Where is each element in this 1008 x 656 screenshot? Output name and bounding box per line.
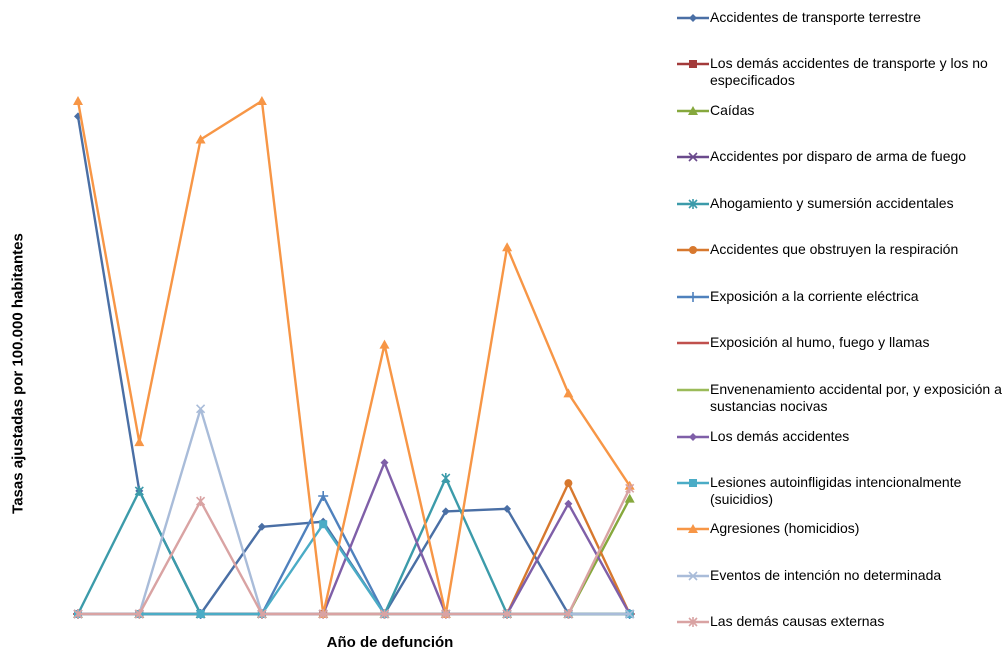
- series-line: [78, 487, 631, 616]
- series-line: [78, 407, 630, 616]
- legend-item: Agresiones (homicidios): [676, 519, 1006, 539]
- data-point: [134, 485, 144, 496]
- legend-swatch: [677, 60, 709, 68]
- legend-label: Accidentes de transporte terrestre: [710, 9, 921, 25]
- legend-swatch: [677, 479, 709, 487]
- legend-swatch: [677, 14, 709, 22]
- legend-label: Exposición a la corriente eléctrica: [710, 288, 919, 304]
- legend-label: Lesiones autoinfligidas intencionalmente…: [710, 474, 962, 507]
- legend-swatch: [677, 571, 709, 581]
- legend-item: Caídas: [676, 101, 1006, 121]
- legend-swatch: [677, 152, 709, 162]
- legend-label: Eventos de intención no determinada: [710, 567, 942, 583]
- data-point: [318, 491, 329, 502]
- data-point: [319, 520, 328, 529]
- data-point: [441, 473, 451, 484]
- y-axis-label: Tasas ajustadas por 100.000 habitantes: [9, 233, 27, 514]
- data-point: [625, 483, 635, 494]
- data-point: [196, 404, 206, 414]
- data-point: [73, 96, 83, 105]
- legend-swatch: [677, 617, 709, 627]
- legend-swatch: [677, 433, 709, 441]
- legend-item: Exposición a la corriente eléctrica: [676, 287, 1006, 307]
- legend-item: Accidentes de transporte terrestre: [676, 8, 1006, 28]
- data-point: [564, 499, 573, 508]
- legend-label: Ahogamiento y sumersión accidentales: [710, 195, 954, 211]
- data-point: [196, 610, 205, 618]
- legend-label: Accidentes que obstruyen la respiración: [710, 241, 959, 257]
- legend-item: Envenenamiento accidental por, y exposic…: [676, 380, 1006, 415]
- data-point: [196, 496, 206, 507]
- legend-item: Exposición al humo, fuego y llamas: [676, 333, 1006, 353]
- data-point: [625, 609, 635, 619]
- legend-swatch: [677, 388, 709, 392]
- data-point: [256, 96, 267, 105]
- data-point: [73, 609, 83, 619]
- data-point: [318, 609, 328, 619]
- legend-label: Accidentes por disparo de arma de fuego: [710, 148, 967, 164]
- legend-swatch: [677, 106, 709, 115]
- legend-label: Caídas: [710, 102, 755, 118]
- legend-item: Las demás causas externas: [676, 612, 1006, 632]
- plot-area: [73, 96, 635, 619]
- data-point: [564, 479, 573, 488]
- data-point: [502, 609, 512, 619]
- legend-swatch: [677, 524, 709, 533]
- data-point: [134, 437, 145, 447]
- legend-label: Los demás accidentes de transporte y los…: [710, 55, 988, 88]
- series-14: [73, 483, 635, 619]
- data-point: [502, 242, 513, 252]
- legend-item: Accidentes por disparo de arma de fuego: [676, 147, 1006, 167]
- data-point: [380, 458, 389, 467]
- data-point: [563, 388, 574, 398]
- data-point: [624, 493, 635, 503]
- data-point: [441, 507, 450, 516]
- data-point: [563, 609, 573, 619]
- data-point: [134, 609, 144, 619]
- legend-item: Eventos de intención no determinada: [676, 566, 1006, 586]
- legend-swatch: [677, 246, 709, 254]
- legend-label: Envenenamiento accidental por, y exposic…: [710, 381, 1002, 414]
- series-5: [73, 473, 635, 619]
- series-13: [73, 404, 635, 619]
- legend-label: Exposición al humo, fuego y llamas: [710, 334, 930, 350]
- legend-item: Accidentes que obstruyen la respiración: [676, 240, 1006, 260]
- legend-item: Lesiones autoinfligidas intencionalmente…: [676, 473, 1006, 508]
- legend-item: Los demás accidentes: [676, 427, 1006, 447]
- data-point: [441, 609, 451, 619]
- series-line: [78, 494, 630, 616]
- series-line: [78, 482, 631, 616]
- legend-swatch: [677, 199, 709, 209]
- legend-item: Los demás accidentes de transporte y los…: [676, 54, 1006, 89]
- legend-label: Los demás accidentes: [710, 428, 850, 444]
- legend-label: Las demás causas externas: [710, 613, 885, 629]
- data-point: [195, 134, 206, 144]
- legend-item: Ahogamiento y sumersión accidentales: [676, 194, 1006, 214]
- series-1: [74, 112, 634, 618]
- legend-label: Agresiones (homicidios): [710, 520, 860, 536]
- legend-swatch: [677, 292, 709, 302]
- series-line: [76, 99, 631, 616]
- data-point: [503, 504, 512, 513]
- data-point: [257, 522, 266, 531]
- legend-swatch: [677, 341, 709, 345]
- data-point: [379, 339, 390, 349]
- data-point: [257, 609, 267, 619]
- data-point: [379, 609, 390, 619]
- x-axis-label: Año de defunción: [326, 634, 454, 651]
